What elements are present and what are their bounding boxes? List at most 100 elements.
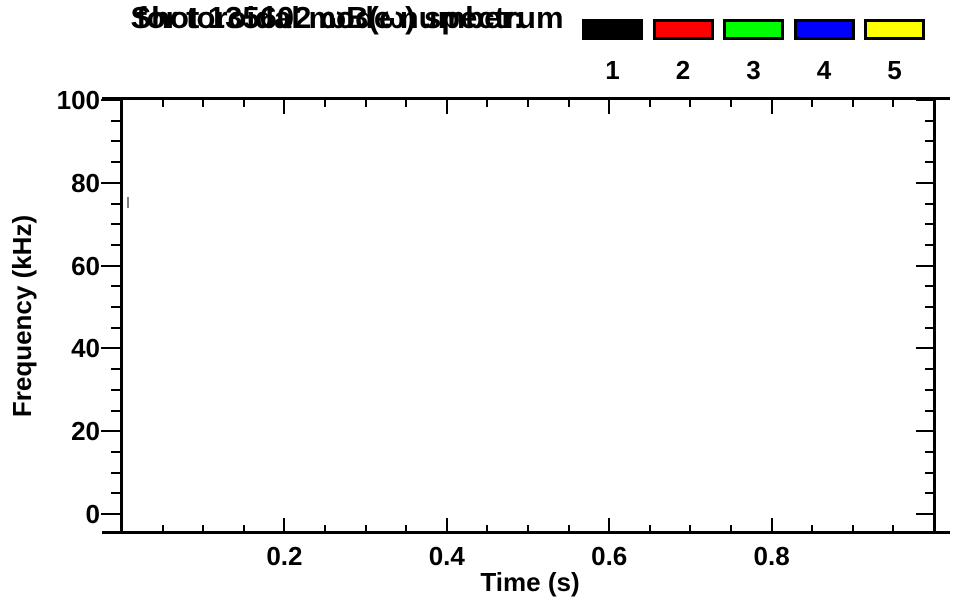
x-axis-minor-tick xyxy=(242,525,245,531)
x-axis-minor-tick-top xyxy=(892,100,895,107)
x-axis-tick-label: 0.2 xyxy=(266,541,303,571)
plot-frame-left xyxy=(120,97,123,534)
y-axis-minor-tick xyxy=(111,243,120,246)
x-axis-minor-tick xyxy=(689,525,692,531)
y-axis-tick-label: 40 xyxy=(71,333,100,364)
y-axis-minor-tick-right xyxy=(925,409,933,412)
y-axis-minor-tick-right xyxy=(925,450,933,453)
x-axis-tick-label: 0.4 xyxy=(428,541,465,571)
x-axis-minor-tick-top xyxy=(161,100,164,107)
x-axis-major-tick-top xyxy=(445,100,448,114)
x-axis-minor-tick-top xyxy=(202,100,205,107)
legend-swatch-mode-2 xyxy=(652,19,714,40)
data-mark xyxy=(126,197,129,208)
y-axis-tick-label: 60 xyxy=(71,250,100,281)
y-axis-major-tick-right xyxy=(916,513,933,515)
x-axis-minor-tick-top xyxy=(567,100,570,107)
y-axis-major-tick xyxy=(101,513,120,515)
x-axis-minor-tick xyxy=(527,525,529,531)
y-axis-major-tick-right xyxy=(916,347,933,350)
y-axis-tick-label: 80 xyxy=(71,167,100,198)
y-axis-major-tick xyxy=(101,347,120,350)
y-axis-minor-tick xyxy=(111,450,120,453)
x-axis-minor-tick-top xyxy=(242,100,245,107)
x-axis-major-tick xyxy=(608,518,611,531)
y-axis-minor-tick-right xyxy=(925,368,933,371)
y-axis-minor-tick xyxy=(111,471,120,474)
x-axis-minor-tick xyxy=(730,525,732,531)
x-axis-minor-tick xyxy=(161,525,164,531)
y-axis-minor-tick-right xyxy=(925,223,933,226)
y-axis-minor-tick-right xyxy=(925,285,933,288)
y-axis-minor-tick xyxy=(111,119,120,122)
y-axis-major-tick-right xyxy=(916,264,933,267)
x-axis-minor-tick xyxy=(567,525,570,531)
y-axis-minor-tick xyxy=(111,492,120,495)
chart-title: Shot 135602 ωB(ω) spectrum xyxy=(130,0,564,35)
plot-frame-right xyxy=(933,97,936,534)
legend-swatch-mode-5 xyxy=(864,19,925,40)
x-axis-minor-tick-top xyxy=(648,100,651,107)
x-axis-major-tick xyxy=(445,518,448,531)
y-axis-minor-tick-right xyxy=(925,140,933,143)
x-axis-tick-label: 0.8 xyxy=(753,541,790,571)
y-axis-minor-tick xyxy=(111,223,120,226)
y-axis-minor-tick xyxy=(111,409,120,412)
y-axis-minor-tick xyxy=(111,140,120,143)
y-axis-minor-tick-right xyxy=(925,202,933,205)
x-axis-minor-tick-top xyxy=(527,100,529,107)
x-axis-minor-tick-top xyxy=(324,100,326,107)
y-axis-major-tick-right xyxy=(916,430,933,433)
x-axis-minor-tick-top xyxy=(811,100,814,107)
y-axis-minor-tick xyxy=(111,202,120,205)
legend-swatch-mode-4 xyxy=(793,19,855,40)
x-axis-minor-tick xyxy=(811,525,814,531)
y-axis-minor-tick-right xyxy=(925,326,933,329)
x-axis-major-tick xyxy=(121,518,123,531)
y-axis-title: Frequency (kHz) xyxy=(7,214,37,418)
legend-label-mode-1: 1 xyxy=(605,55,620,85)
x-axis-minor-tick xyxy=(892,525,895,531)
y-axis-minor-tick xyxy=(111,326,120,329)
x-axis-major-tick-top xyxy=(121,100,123,114)
y-axis-minor-tick xyxy=(111,161,120,164)
x-axis-minor-tick-top xyxy=(851,100,854,107)
y-axis-minor-tick xyxy=(111,285,120,288)
x-axis-minor-tick xyxy=(648,525,651,531)
legend-label-mode-2: 2 xyxy=(675,55,691,85)
y-axis-minor-tick xyxy=(111,368,120,371)
legend-label-mode-5: 5 xyxy=(887,55,902,85)
y-axis-tick-label: 0 xyxy=(85,499,100,529)
x-axis-minor-tick-top xyxy=(689,100,692,107)
x-axis-major-tick-top xyxy=(608,100,611,114)
x-axis-tick-label: 0.6 xyxy=(591,541,628,571)
x-axis-minor-tick-top xyxy=(405,100,408,107)
y-axis-minor-tick xyxy=(111,388,120,391)
plot-frame-bottom xyxy=(102,531,950,534)
y-axis-major-tick xyxy=(101,430,120,433)
y-axis-minor-tick xyxy=(111,306,120,308)
legend-label-mode-4: 4 xyxy=(816,55,832,85)
y-axis-minor-tick-right xyxy=(925,388,933,391)
y-axis-major-tick-right xyxy=(916,99,933,101)
x-axis-minor-tick xyxy=(486,525,489,531)
y-axis-major-tick xyxy=(101,99,120,101)
y-axis-minor-tick-right xyxy=(925,471,933,474)
x-axis-minor-tick xyxy=(851,525,854,531)
legend-swatch-mode-3 xyxy=(723,19,784,40)
y-axis-tick-label: 20 xyxy=(71,416,100,447)
x-axis-major-tick xyxy=(933,518,935,531)
x-axis-minor-tick-top xyxy=(486,100,489,107)
plot-frame-top xyxy=(102,97,950,100)
x-axis-major-tick-top xyxy=(283,100,286,114)
y-axis-minor-tick-right xyxy=(925,243,933,246)
x-axis-minor-tick xyxy=(324,525,326,531)
x-axis-major-tick-top xyxy=(770,100,773,114)
legend-label-mode-3: 3 xyxy=(746,55,761,85)
y-axis-minor-tick-right xyxy=(925,492,933,495)
y-axis-minor-tick-right xyxy=(925,119,933,122)
x-axis-minor-tick xyxy=(405,525,408,531)
x-axis-major-tick xyxy=(283,518,286,531)
x-axis-minor-tick-top xyxy=(364,100,367,107)
